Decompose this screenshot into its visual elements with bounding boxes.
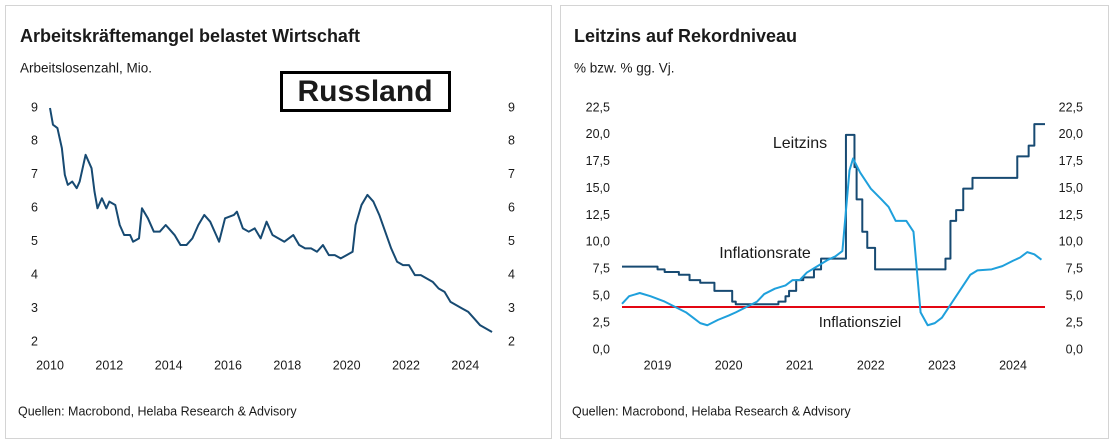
line — [621, 157, 1043, 327]
y2-tick-label: 2,5 — [1066, 315, 1083, 329]
chart-subtitle: Arbeitslosenzahl, Mio. — [20, 61, 152, 76]
y-tick-label: 17,5 — [586, 154, 610, 168]
y-tick-label: 6 — [31, 201, 38, 215]
x-tick-label: 2023 — [928, 358, 956, 372]
y2-tick-label: 0,0 — [1066, 342, 1083, 356]
y2-tick-label: 6 — [508, 201, 515, 215]
x-tick-label: 2016 — [214, 358, 242, 372]
y-tick-label: 0,0 — [593, 342, 610, 356]
y-tick-label: 7 — [31, 167, 38, 181]
y2-tick-label: 10,0 — [1059, 235, 1083, 249]
x-tick-label: 2010 — [36, 358, 64, 372]
panel-border — [560, 5, 1109, 439]
y-tick-label: 10,0 — [586, 235, 610, 249]
y-tick-label: 2 — [31, 334, 38, 348]
y2-tick-label: 20,0 — [1059, 127, 1083, 141]
x-tick-label: 2019 — [644, 358, 672, 372]
source: Quellen: Macrobond, Helaba Research & Ad… — [572, 404, 851, 418]
panel-border — [5, 5, 552, 439]
x-tick-label: 2020 — [333, 358, 361, 372]
y2-tick-label: 5,0 — [1066, 289, 1083, 303]
y-tick-label: 8 — [31, 134, 38, 148]
y-tick-label: 7,5 — [593, 262, 610, 276]
y-tick-label: 12,5 — [586, 208, 610, 222]
y2-tick-label: 22,5 — [1059, 100, 1083, 114]
y-tick-label: 5,0 — [593, 289, 610, 303]
series-label: Leitzins — [773, 135, 827, 152]
x-tick-label: 2022 — [392, 358, 420, 372]
y-tick-label: 5 — [31, 234, 38, 248]
y-tick-label: 15,0 — [586, 181, 610, 195]
y2-tick-label: 4 — [508, 267, 515, 281]
y2-tick-label: 17,5 — [1059, 154, 1083, 168]
annotation-box — [280, 71, 451, 112]
x-tick-label: 2024 — [999, 358, 1027, 372]
line — [49, 107, 493, 333]
chart-title: Leitzins auf Rekordniveau — [574, 26, 797, 46]
chart-title: Arbeitskräftemangel belastet Wirtschaft — [20, 26, 360, 46]
reference-label: Inflationsziel — [819, 314, 902, 331]
y-tick-label: 4 — [31, 267, 38, 281]
chart-subtitle: % bzw. % gg. Vj. — [574, 61, 675, 76]
y2-tick-label: 5 — [508, 234, 515, 248]
y2-tick-label: 12,5 — [1059, 208, 1083, 222]
y2-tick-label: 7,5 — [1066, 262, 1083, 276]
x-tick-label: 2020 — [715, 358, 743, 372]
x-tick-label: 2024 — [451, 358, 479, 372]
y-tick-label: 20,0 — [586, 127, 610, 141]
y-tick-label: 22,5 — [586, 100, 610, 114]
line — [622, 123, 1045, 306]
y-tick-label: 9 — [31, 100, 38, 114]
x-tick-label: 2022 — [857, 358, 885, 372]
source: Quellen: Macrobond, Helaba Research & Ad… — [18, 404, 297, 418]
annotation: Russland — [297, 75, 432, 108]
y2-tick-label: 9 — [508, 100, 515, 114]
x-tick-label: 2018 — [273, 358, 301, 372]
x-tick-label: 2021 — [786, 358, 814, 372]
y2-tick-label: 15,0 — [1059, 181, 1083, 195]
x-tick-label: 2014 — [155, 358, 183, 372]
x-tick-label: 2012 — [95, 358, 123, 372]
y2-tick-label: 3 — [508, 301, 515, 315]
y2-tick-label: 7 — [508, 167, 515, 181]
y-tick-label: 2,5 — [593, 315, 610, 329]
y2-tick-label: 8 — [508, 134, 515, 148]
y2-tick-label: 2 — [508, 334, 515, 348]
y-tick-label: 3 — [31, 301, 38, 315]
series-label: Inflationsrate — [719, 245, 811, 262]
